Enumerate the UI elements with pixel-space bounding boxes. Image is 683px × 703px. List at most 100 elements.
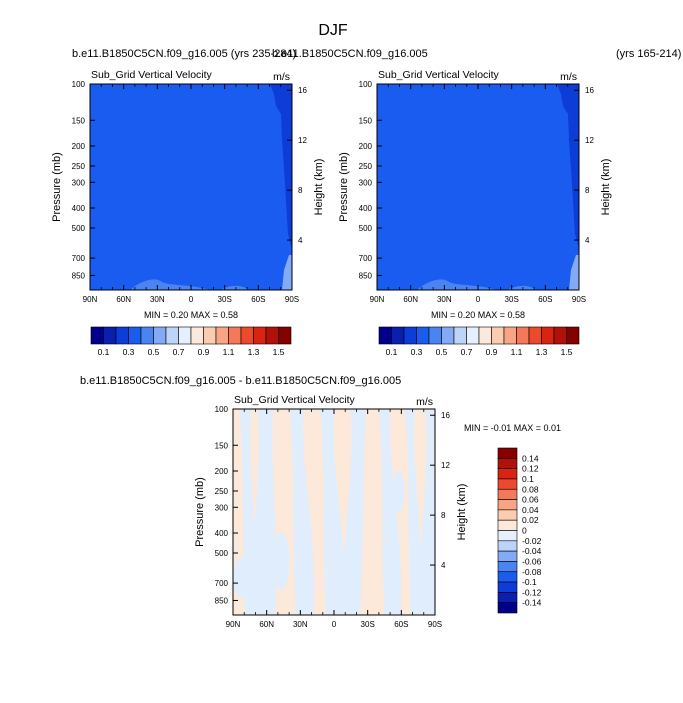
panel-left-ylabel: Pressure (mb) [51, 152, 63, 222]
colorbar-cell [528, 326, 542, 345]
panel-diff-ylabel-right: Height (km) [456, 484, 468, 541]
colorbar-cell [278, 326, 292, 345]
panel-left-xtick-label: 60S [251, 295, 265, 304]
panel-diff-ytick-right-label: 8 [441, 511, 446, 520]
panel-left-ytick-label: 250 [72, 162, 86, 171]
panel-diff-xtick-label: 90S [428, 620, 442, 629]
case-title-left: b.e11.B1850C5CN.f09_g16.005 (yrs 235-284… [72, 48, 296, 60]
panel-right-units: m/s [560, 71, 577, 83]
panel-right-xtick-label: 30N [437, 295, 452, 304]
panel-diff-ytick-label: 100 [215, 405, 229, 414]
panel-left-xtick-label: 60N [116, 295, 131, 304]
field-surface-bump [220, 285, 250, 290]
panel-right-title: Sub_Grid Vertical Velocity [378, 69, 500, 81]
field-diff-negative-band [319, 409, 345, 615]
colorbar-label: -0.04 [522, 546, 542, 556]
colorbar-left: 0.1 0.3 0.5 0.7 0.9 1.1 1.3 1.5 [90, 326, 292, 357]
field-upper-right [557, 84, 579, 249]
figure-title: DJF [318, 22, 348, 39]
field-upper-right [270, 84, 292, 249]
panel-diff-ytick-label: 500 [215, 549, 229, 558]
panel-diff-ytick-label: 850 [215, 596, 229, 605]
panel-left-title: Sub_Grid Vertical Velocity [91, 69, 213, 81]
colorbar-label: -0.08 [522, 567, 542, 577]
colorbar-cell [497, 519, 518, 531]
panel-diff-xtick-label: 90N [226, 620, 241, 629]
panel-diff-ytick-label: 300 [215, 503, 229, 512]
colorbar-cell [497, 509, 518, 521]
panel-diff-title: Sub_Grid Vertical Velocity [234, 394, 356, 406]
panel-diff-ytick-label: 400 [215, 529, 229, 538]
colorbar-cell [503, 326, 517, 345]
colorbar-cell [103, 326, 117, 345]
panel-diff-ytick-label: 200 [215, 467, 229, 476]
field-diff-negative-band [289, 409, 315, 615]
panel-right-xtick-label: 90N [370, 295, 385, 304]
colorbar-cell [215, 326, 229, 345]
panel-diff-ytick-right-label: 16 [441, 411, 450, 420]
panel-diff-xtick-label: 60N [259, 620, 274, 629]
field-base [377, 84, 579, 290]
colorbar-cell [165, 326, 179, 345]
colorbar-cell [497, 458, 518, 469]
panel-diff-xtick-label: 30N [293, 620, 308, 629]
colorbar-label: -0.12 [522, 587, 542, 597]
colorbar-label: 1.5 [273, 347, 285, 357]
panel-left-stats: MIN = 0.20 MAX = 0.58 [144, 310, 238, 320]
diff-case-title: b.e11.B1850C5CN.f09_g16.005 - b.e11.B185… [80, 375, 401, 387]
panel-left-ytick-label: 150 [72, 116, 86, 125]
colorbar-label: -0.14 [522, 598, 542, 608]
panel-left-ytick-right-label: 12 [298, 136, 307, 145]
panel-left-ytick-label: 850 [72, 271, 86, 280]
panel-left-ytick-label: 400 [72, 204, 86, 213]
colorbar-cell [203, 326, 217, 345]
panel-diff-field [233, 409, 435, 615]
field-diff-negative-band [378, 409, 402, 615]
colorbar-cell [497, 530, 518, 542]
panel-right-ytick-label: 250 [359, 162, 373, 171]
colorbar-cell [190, 326, 204, 345]
panel-right-xtick-label: 90S [572, 295, 586, 304]
colorbar-label: -0.06 [522, 556, 542, 566]
colorbar-cell [553, 326, 567, 345]
colorbar-label: -0.1 [522, 577, 537, 587]
colorbar-label: 0.14 [522, 453, 539, 463]
field-surface-bump [130, 279, 210, 290]
colorbar-label: 0.3 [411, 347, 423, 357]
colorbar-cell [416, 326, 430, 345]
colorbar-label: 1.5 [561, 347, 573, 357]
field-diff-negative-blob [233, 557, 254, 599]
colorbar-cell [497, 447, 518, 459]
panel-left-ytick-label: 100 [72, 80, 86, 89]
panel-right-ytick-label: 850 [359, 271, 373, 280]
colorbar-label: 0 [522, 526, 527, 536]
colorbar-cell [516, 326, 530, 345]
colorbar-label: 0.3 [123, 347, 135, 357]
colorbar-label: 0.08 [522, 484, 539, 494]
panel-left-ytick-right-label: 16 [298, 86, 307, 95]
panel-left-ytick-label: 200 [72, 142, 86, 151]
field-surface-right [282, 255, 292, 290]
panel-right-ytick-label: 200 [359, 142, 373, 151]
field-diff-negative-blob [352, 421, 365, 471]
panel-diff-ytick-label: 250 [215, 487, 229, 496]
colorbar-label: 0.1 [386, 347, 398, 357]
colorbar-cell [497, 488, 518, 500]
colorbar-cell [497, 499, 518, 511]
field-diff-negative-band [239, 409, 257, 615]
panel-diff-xtick-label: 30S [361, 620, 375, 629]
panel-right-ytick-right-label: 4 [585, 236, 590, 245]
colorbar-label: 0.1 [98, 347, 110, 357]
panel-diff-xtick-label: 60S [394, 620, 408, 629]
panel-left-ytick-label: 700 [72, 254, 86, 263]
colorbar-cell [497, 602, 518, 614]
colorbar-cell [128, 326, 142, 345]
panel-left-xtick-label: 90N [83, 295, 98, 304]
panel-right-ytick-right-label: 8 [585, 186, 590, 195]
panel-diff-ytick-label: 150 [215, 441, 229, 450]
field-diff-negative-blob [392, 470, 405, 512]
panel-right-stats: MIN = 0.20 MAX = 0.58 [431, 310, 525, 320]
colorbar-cell [441, 326, 455, 345]
colorbar-label: 0.7 [173, 347, 185, 357]
panel-diff-ytick-label: 700 [215, 579, 229, 588]
